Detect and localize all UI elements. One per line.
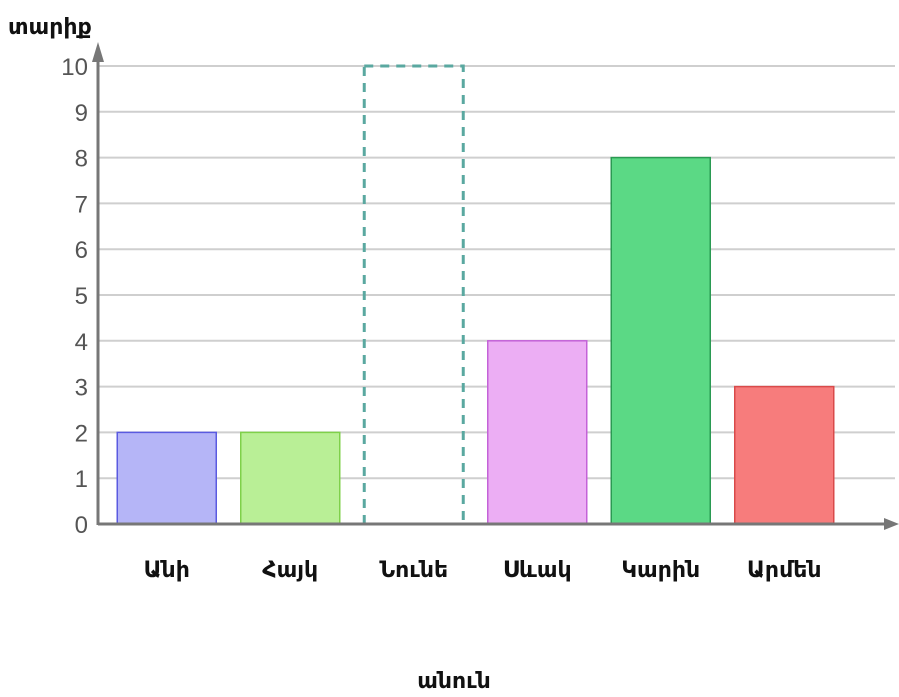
bars — [116, 64, 835, 526]
x-tick-label: Հայկ — [262, 558, 318, 583]
y-tick-label: 3 — [75, 375, 88, 402]
y-tick-label: 4 — [75, 329, 88, 356]
bar-3 — [487, 340, 588, 525]
axes — [92, 42, 899, 530]
x-tick-label: Կարին — [621, 558, 700, 583]
y-axis-title: տարիք — [8, 15, 92, 40]
bar-0 — [116, 431, 217, 525]
y-axis-arrow — [92, 42, 104, 62]
y-tick-label: 2 — [75, 420, 88, 447]
x-tick-label: Անի — [144, 558, 190, 583]
x-tick-labels: Անի Հայկ Նունե Սևակ Կարին Արմեն — [144, 558, 822, 583]
grid-lines — [98, 65, 895, 480]
y-tick-label: 9 — [75, 100, 88, 127]
y-tick-labels: 0 1 2 3 4 5 6 7 8 9 10 — [61, 54, 88, 539]
x-tick-label: Արմեն — [747, 558, 821, 583]
x-tick-label: Սևակ — [503, 558, 572, 583]
y-tick-label: 1 — [75, 466, 88, 493]
bar-1 — [240, 431, 341, 525]
y-tick-label: 5 — [75, 283, 88, 310]
y-tick-label: 6 — [75, 237, 88, 264]
x-tick-label: Նունե — [379, 558, 448, 583]
bar-4 — [610, 156, 711, 525]
bar-placeholder-2 — [362, 64, 465, 526]
y-tick-label: 10 — [61, 54, 88, 81]
y-tick-label: 8 — [75, 146, 88, 173]
bar-5 — [734, 385, 835, 525]
x-axis-title: անուն — [417, 669, 491, 694]
y-tick-label: 7 — [75, 191, 88, 218]
x-axis-arrow — [884, 518, 899, 530]
y-tick-label: 0 — [75, 512, 88, 539]
